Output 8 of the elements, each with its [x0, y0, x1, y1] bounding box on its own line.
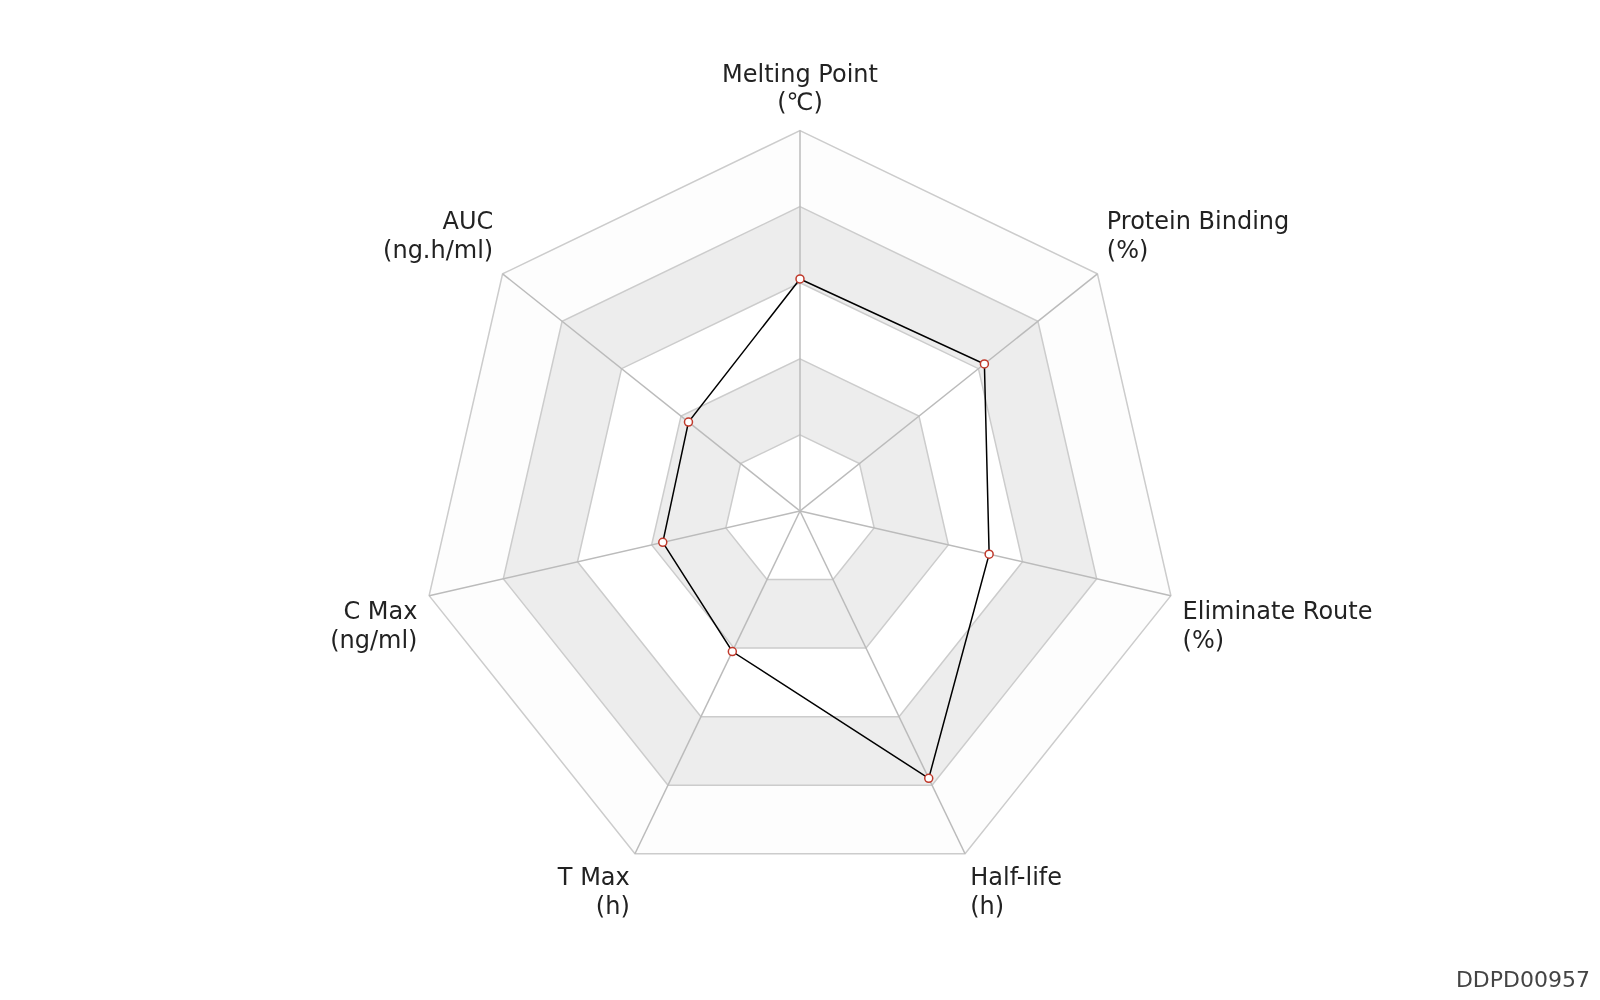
text: DDPD00957: [1455, 967, 1590, 992]
spoke-label: C Max (ng/ml): [330, 596, 418, 654]
spoke-label: T Max (h): [556, 863, 630, 920]
spoke-label: Melting Point (℃): [722, 59, 878, 117]
spoke-label: AUC (ng.h/ml): [383, 207, 494, 265]
spoke-label: Eliminate Route (%): [1182, 596, 1373, 654]
spoke-label: Protein Binding (%): [1106, 207, 1290, 265]
spoke-label: Half-life (h): [970, 863, 1063, 920]
